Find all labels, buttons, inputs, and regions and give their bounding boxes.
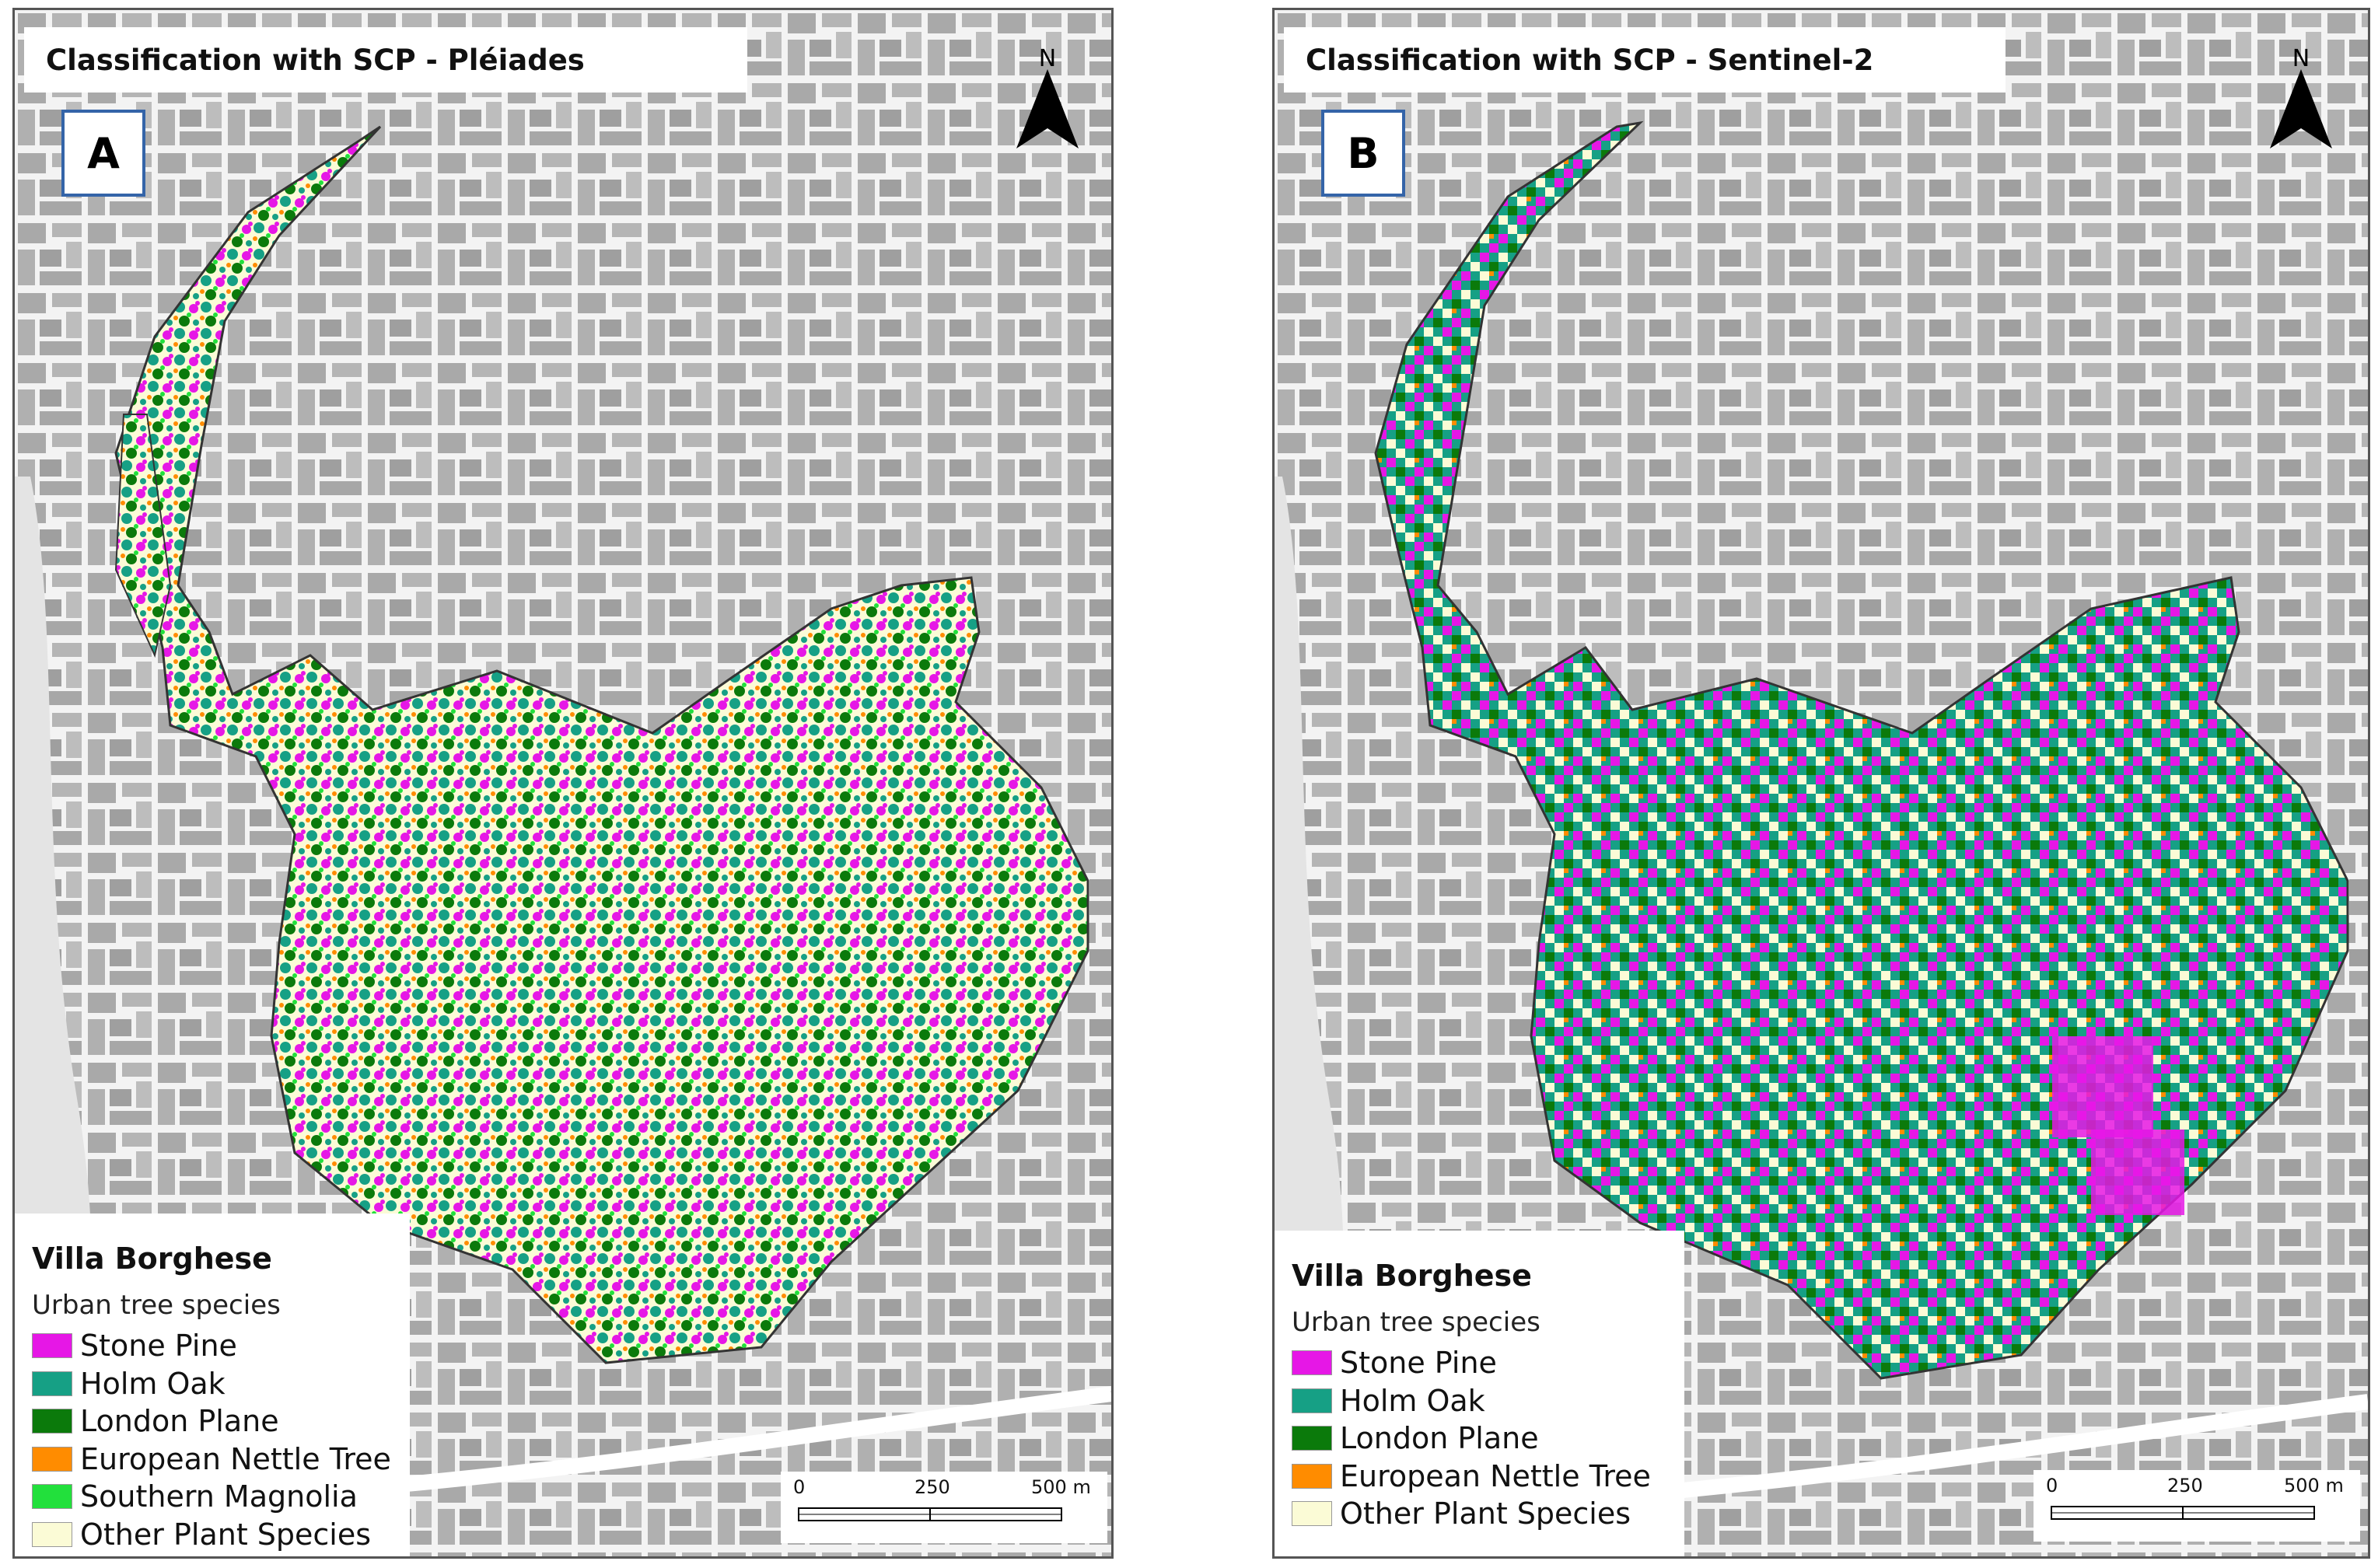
scale-label-250: 250 xyxy=(2167,1475,2203,1496)
scale-label-500: 500 m xyxy=(2284,1475,2344,1496)
legend: Villa Borghese Urban tree species Stone … xyxy=(15,1214,410,1556)
legend-item-other-plant-species: Other Plant Species xyxy=(32,1516,410,1554)
legend-item-european-nettle-tree: European Nettle Tree xyxy=(1292,1458,1684,1496)
scale-bar: 0 250 500 m xyxy=(2034,1470,2360,1542)
swatch-other-plant-species xyxy=(1292,1501,1332,1527)
swatch-holm-oak xyxy=(1292,1388,1332,1413)
swatch-stone-pine xyxy=(1292,1350,1332,1376)
scale-label-500: 500 m xyxy=(1031,1476,1091,1498)
swatch-european-nettle-tree xyxy=(1292,1463,1332,1489)
legend-label: London Plane xyxy=(80,1404,279,1439)
panel-letter: A xyxy=(61,110,145,197)
swatch-european-nettle-tree xyxy=(32,1446,72,1472)
scale-label-250: 250 xyxy=(914,1476,950,1498)
legend-label: Stone Pine xyxy=(1340,1346,1497,1381)
panel-letter: B xyxy=(1321,110,1405,197)
north-label: N xyxy=(1039,45,1056,72)
map-panel-a: Classification with SCP - Pléiades A N V… xyxy=(12,8,1114,1559)
legend-item-european-nettle-tree: European Nettle Tree xyxy=(32,1441,410,1479)
legend-label: Other Plant Species xyxy=(80,1517,372,1552)
legend-label: Other Plant Species xyxy=(1340,1496,1631,1531)
legend-label: Stone Pine xyxy=(80,1329,237,1364)
legend-label: European Nettle Tree xyxy=(1340,1458,1651,1493)
north-label: N xyxy=(2292,45,2310,72)
legend: Villa Borghese Urban tree species Stone … xyxy=(1275,1231,1684,1556)
legend-label: Holm Oak xyxy=(1340,1383,1485,1418)
scale-bar: 0 250 500 m xyxy=(781,1472,1107,1543)
swatch-london-plane xyxy=(32,1409,72,1434)
map-panel-b: Classification with SCP - Sentinel-2 B N… xyxy=(1272,8,2370,1559)
park-area-classified xyxy=(114,125,1089,1364)
scale-label-0: 0 xyxy=(2046,1475,2058,1496)
legend-subtitle: Urban tree species xyxy=(1292,1307,1540,1338)
scale-bar-graphic xyxy=(798,1507,1062,1521)
legend-item-holm-oak: Holm Oak xyxy=(1292,1382,1684,1420)
north-arrow-icon: N xyxy=(2270,45,2332,148)
swatch-other-plant-species xyxy=(32,1521,72,1547)
scale-bar-graphic xyxy=(2051,1506,2315,1520)
scale-label-0: 0 xyxy=(793,1476,806,1498)
legend-label: Southern Magnolia xyxy=(80,1479,358,1514)
legend-label: London Plane xyxy=(1340,1421,1539,1456)
swatch-stone-pine xyxy=(32,1333,72,1359)
legend-item-stone-pine: Stone Pine xyxy=(1292,1344,1684,1382)
legend-item-london-plane: London Plane xyxy=(32,1402,410,1441)
legend-item-london-plane: London Plane xyxy=(1292,1420,1684,1458)
legend-label: European Nettle Tree xyxy=(80,1441,391,1476)
legend-item-other-plant-species: Other Plant Species xyxy=(1292,1495,1684,1533)
legend-title: Villa Borghese xyxy=(1292,1259,1532,1293)
swatch-southern-magnolia xyxy=(32,1484,72,1510)
swatch-holm-oak xyxy=(32,1371,72,1396)
legend-item-southern-magnolia: Southern Magnolia xyxy=(32,1478,410,1516)
legend-item-holm-oak: Holm Oak xyxy=(32,1365,410,1403)
swatch-london-plane xyxy=(1292,1426,1332,1451)
map-title: Classification with SCP - Pléiades xyxy=(24,27,747,93)
legend-label: Holm Oak xyxy=(80,1366,226,1401)
legend-subtitle: Urban tree species xyxy=(32,1290,281,1321)
legend-item-stone-pine: Stone Pine xyxy=(32,1327,410,1365)
map-title: Classification with SCP - Sentinel-2 xyxy=(1284,27,2006,93)
legend-title: Villa Borghese xyxy=(32,1241,272,1276)
north-arrow-icon: N xyxy=(1016,45,1079,148)
